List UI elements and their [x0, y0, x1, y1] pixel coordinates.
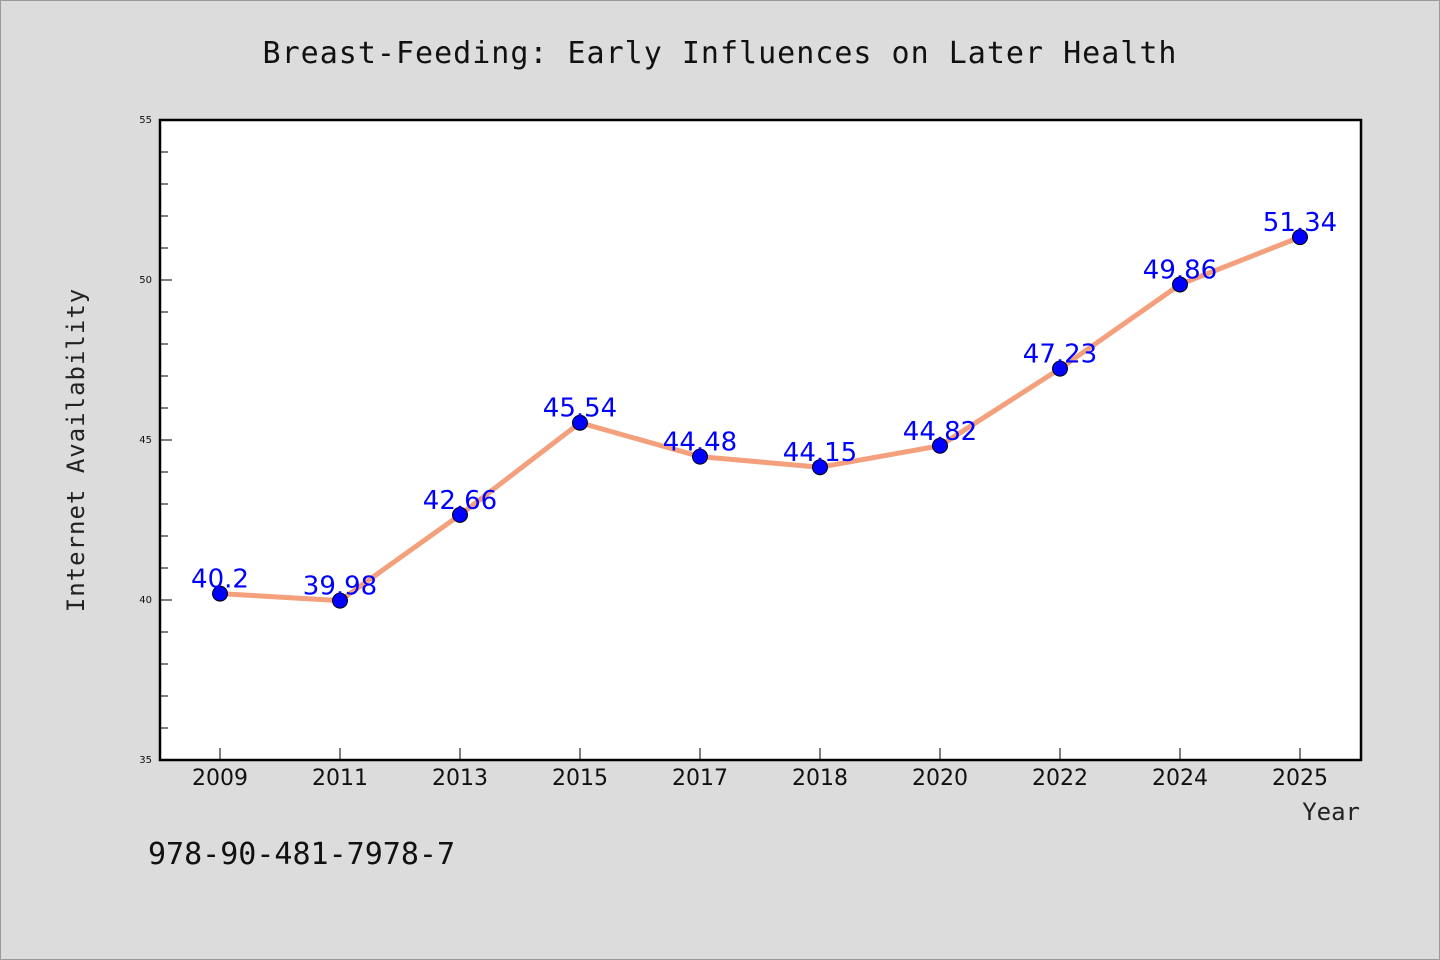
x-tick-label: 2015 [552, 766, 608, 791]
x-tick-label: 2013 [432, 766, 488, 791]
y-axis: 35 40 45 50 55 [139, 115, 172, 766]
data-point [692, 448, 708, 465]
data-point [1052, 360, 1068, 377]
x-tick-label: 2025 [1272, 766, 1328, 791]
x-tick-label: 2024 [1152, 766, 1208, 791]
isbn-annotation: 978-90-481-7978-7 [148, 837, 455, 872]
y-tick-label: 55 [139, 115, 152, 126]
y-tick-label: 45 [139, 435, 152, 446]
y-axis-label: Internet Availability [62, 288, 90, 612]
data-label: 44.15 [783, 438, 857, 468]
data-label: 39.98 [303, 572, 377, 602]
x-tick-label: 2017 [672, 766, 728, 791]
data-label: 44.48 [663, 428, 737, 458]
y-tick-label: 35 [139, 755, 152, 766]
plot-area [158, 118, 1363, 762]
x-tick-label: 2011 [312, 766, 368, 791]
data-point [572, 414, 588, 431]
series-line [217, 234, 1303, 604]
data-label: 45.54 [543, 394, 617, 424]
data-label: 40.2 [191, 565, 249, 595]
x-tick-label: 2009 [192, 766, 248, 791]
data-point [932, 437, 948, 454]
data-label: 47.23 [1023, 340, 1097, 370]
data-label: 49.86 [1143, 255, 1217, 285]
data-point [812, 459, 828, 476]
x-axis: 2009 2011 2013 2015 2017 2018 2020 2022 2024 2025 [192, 748, 1328, 791]
data-point [1172, 276, 1188, 293]
x-tick-label: 2020 [912, 766, 968, 791]
x-axis-label: Year [1302, 798, 1360, 826]
data-label: 42.66 [423, 486, 497, 516]
chart-title: Breast-Feeding: Early Influences on Late… [263, 36, 1178, 71]
data-points [212, 229, 1308, 609]
data-labels: 40.2 39.98 42.66 45.54 44.48 44.15 44.82 47.23 4… [191, 208, 1337, 602]
x-tick-label: 2018 [792, 766, 848, 791]
data-point [212, 585, 228, 602]
data-label: 44.82 [903, 417, 977, 447]
y-tick-label: 50 [139, 275, 152, 286]
data-point [1292, 229, 1308, 246]
data-point [452, 506, 468, 523]
x-tick-label: 2022 [1032, 766, 1088, 791]
data-label: 51.34 [1263, 208, 1337, 238]
y-tick-label: 40 [139, 595, 152, 606]
data-point [332, 592, 348, 609]
